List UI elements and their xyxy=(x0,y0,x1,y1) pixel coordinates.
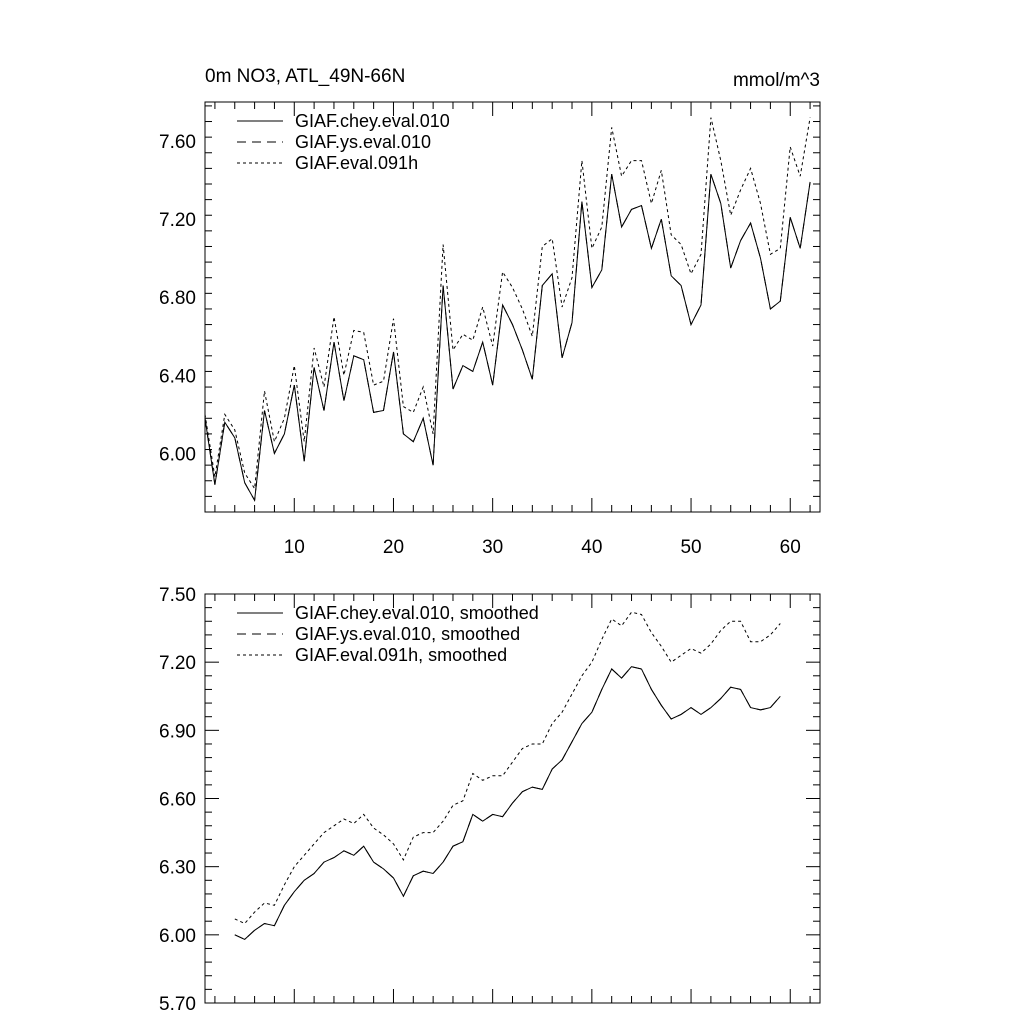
y-tick-label: 6.90 xyxy=(159,721,196,742)
x-tick-label: 20 xyxy=(383,537,404,558)
y-tick-label: 6.00 xyxy=(159,444,196,465)
x-tick-label: 30 xyxy=(482,537,503,558)
top-panel: 6.00 6.40 6.80 7.20 7.60 10 20 30 40 50 60 0m NO3, … xyxy=(159,66,821,558)
bottom-panel: 5.70 6.00 6.30 6.60 6.90 7.20 7.50 GIAF.chey.ev… xyxy=(159,585,821,1015)
series-line-2 xyxy=(204,174,811,502)
y-tick-label: 6.30 xyxy=(159,858,196,879)
series-line-3 xyxy=(234,611,781,925)
x-tick-label: 50 xyxy=(680,537,701,558)
y-tick-label: 7.60 xyxy=(159,132,196,153)
legend-label-1: GIAF.chey.eval.010, smoothed xyxy=(295,603,539,623)
x-tick-label: 40 xyxy=(581,537,602,558)
legend-label-3: GIAF.eval.091h xyxy=(295,153,418,173)
chart-title: 0m NO3, ATL_49N-66N xyxy=(205,66,405,87)
series-line-2 xyxy=(234,666,781,940)
legend-label-2: GIAF.ys.eval.010 xyxy=(295,132,431,152)
legend-label-2: GIAF.ys.eval.010, smoothed xyxy=(295,624,520,644)
y-tick-label: 7.20 xyxy=(159,210,196,231)
y-tick-label: 7.50 xyxy=(159,585,196,606)
series-line-1 xyxy=(204,174,811,502)
x-tick-label: 60 xyxy=(780,537,801,558)
series-line-1 xyxy=(234,666,781,940)
y-tick-label: 5.70 xyxy=(159,994,196,1015)
y-tick-label: 7.20 xyxy=(159,653,196,674)
y-tick-label: 6.80 xyxy=(159,288,196,309)
legend-label-1: GIAF.chey.eval.010 xyxy=(295,111,450,131)
y-tick-label: 6.40 xyxy=(159,366,196,387)
y-tick-label: 6.60 xyxy=(159,790,196,811)
x-tick-label: 10 xyxy=(284,537,305,558)
units-label: mmol/m^3 xyxy=(733,70,820,91)
legend-label-3: GIAF.eval.091h, smoothed xyxy=(295,645,507,665)
y-tick-label: 6.00 xyxy=(159,926,196,947)
series-line-3 xyxy=(204,117,811,491)
